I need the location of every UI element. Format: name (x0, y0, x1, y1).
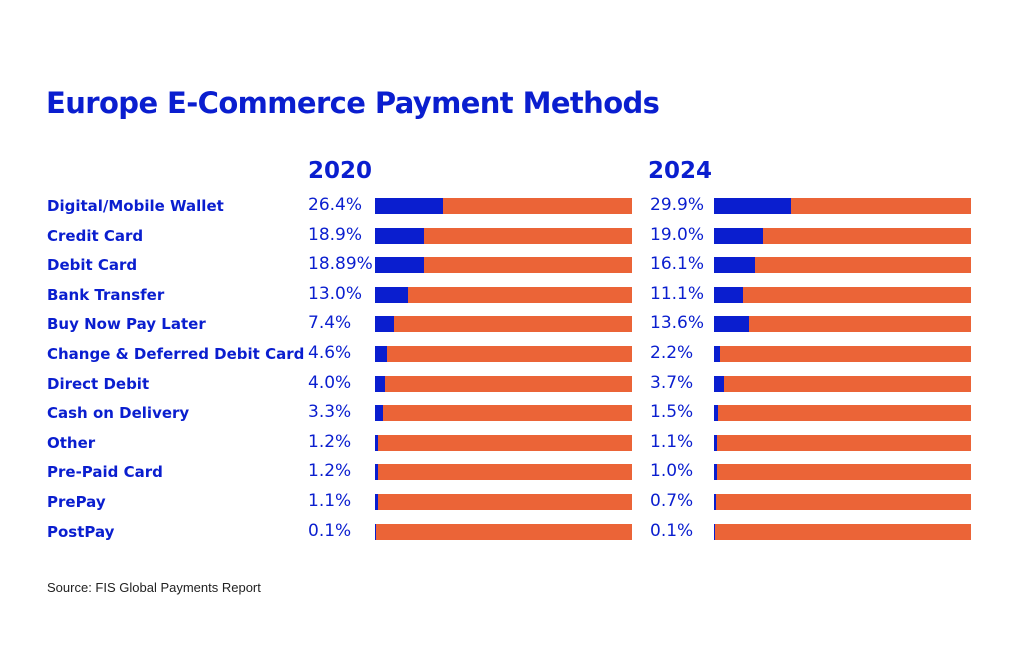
category-label: Digital/Mobile Wallet (47, 197, 224, 215)
bar-track (375, 286, 632, 303)
category-label: Pre-Paid Card (47, 463, 163, 482)
bar-track (714, 198, 971, 214)
value-label: 18.89% (308, 254, 373, 275)
value-label: 13.6% (650, 313, 705, 334)
category-label: Credit Card (47, 226, 144, 245)
bar-track (714, 346, 971, 362)
bar-track (714, 464, 971, 481)
value-label: 16.1% (650, 254, 705, 275)
value-label: 1.1% (308, 491, 352, 511)
bar-value (375, 405, 384, 422)
value-label: 4.6% (308, 343, 352, 363)
value-label: 1.2% (308, 431, 352, 452)
bar-value (375, 464, 379, 481)
source-note: Source: FIS Global Payments Report (47, 580, 261, 595)
value-label: 0.7% (650, 491, 694, 511)
bar-track (375, 523, 632, 540)
bar-value (714, 257, 756, 274)
bar-track (714, 523, 971, 540)
bar-value (375, 375, 386, 392)
bar-track (375, 464, 632, 481)
bar-value (375, 227, 424, 244)
bar-value (714, 227, 763, 244)
value-label: 1.2% (308, 461, 352, 482)
bar-value (375, 257, 424, 274)
category-label: Cash on Delivery (47, 404, 190, 423)
value-label: 29.9% (650, 195, 705, 215)
bar-track (375, 434, 632, 451)
chart-title: Europe E-Commerce Payment Methods (46, 86, 660, 120)
category-label: PostPay (47, 522, 115, 541)
bar-track (714, 227, 971, 244)
bar-value (714, 346, 720, 362)
category-label: Change & Deferred Debit Card (47, 345, 305, 363)
bar-value (375, 346, 387, 362)
bar-track (375, 316, 632, 333)
bar-value (714, 434, 717, 451)
category-label: Direct Debit (47, 374, 150, 393)
category-label: PrePay (47, 493, 106, 511)
value-label: 26.4% (308, 195, 363, 215)
category-label: Bank Transfer (47, 285, 165, 304)
bar-track (714, 405, 971, 422)
value-label: 1.5% (650, 402, 694, 423)
value-label: 0.1% (308, 520, 352, 541)
bar-track (375, 375, 632, 392)
bar-value (714, 464, 717, 481)
bar-track (714, 494, 971, 510)
series-header-2020: 2020 (308, 158, 373, 184)
bar-value (714, 494, 716, 510)
bar-track (375, 227, 632, 244)
bar-value (375, 316, 395, 333)
bar-value (375, 286, 409, 303)
bar-value (714, 316, 749, 333)
value-label: 19.0% (650, 224, 705, 245)
bar-track (375, 346, 632, 362)
bar-track (714, 434, 971, 451)
value-label: 2.2% (650, 343, 694, 363)
bar-track (375, 198, 632, 214)
bar-track (375, 257, 632, 274)
bar-track (714, 375, 971, 392)
bar-track (375, 405, 632, 422)
bar-value (714, 405, 718, 422)
bar-value (375, 494, 378, 510)
value-label: 0.1% (650, 520, 694, 541)
value-label: 4.0% (308, 372, 352, 393)
value-label: 1.1% (650, 431, 694, 452)
bar-value (714, 375, 724, 392)
value-label: 1.0% (650, 461, 694, 482)
bar-value (714, 198, 791, 214)
value-label: 18.9% (308, 224, 363, 245)
category-label: Other (47, 433, 96, 452)
bar-value (375, 198, 443, 214)
series-header-2024: 2024 (648, 158, 713, 184)
bar-track (714, 316, 971, 333)
bar-track (714, 286, 971, 303)
bar-value (375, 434, 379, 451)
value-label: 11.1% (650, 283, 705, 304)
value-label: 3.3% (308, 402, 352, 423)
category-label: Debit Card (47, 256, 138, 275)
bar-value (714, 286, 743, 303)
value-label: 7.4% (308, 313, 352, 334)
category-label: Buy Now Pay Later (47, 315, 206, 334)
bar-track (375, 494, 632, 510)
value-label: 13.0% (308, 283, 363, 304)
value-label: 3.7% (650, 372, 694, 393)
bar-track (714, 257, 971, 274)
